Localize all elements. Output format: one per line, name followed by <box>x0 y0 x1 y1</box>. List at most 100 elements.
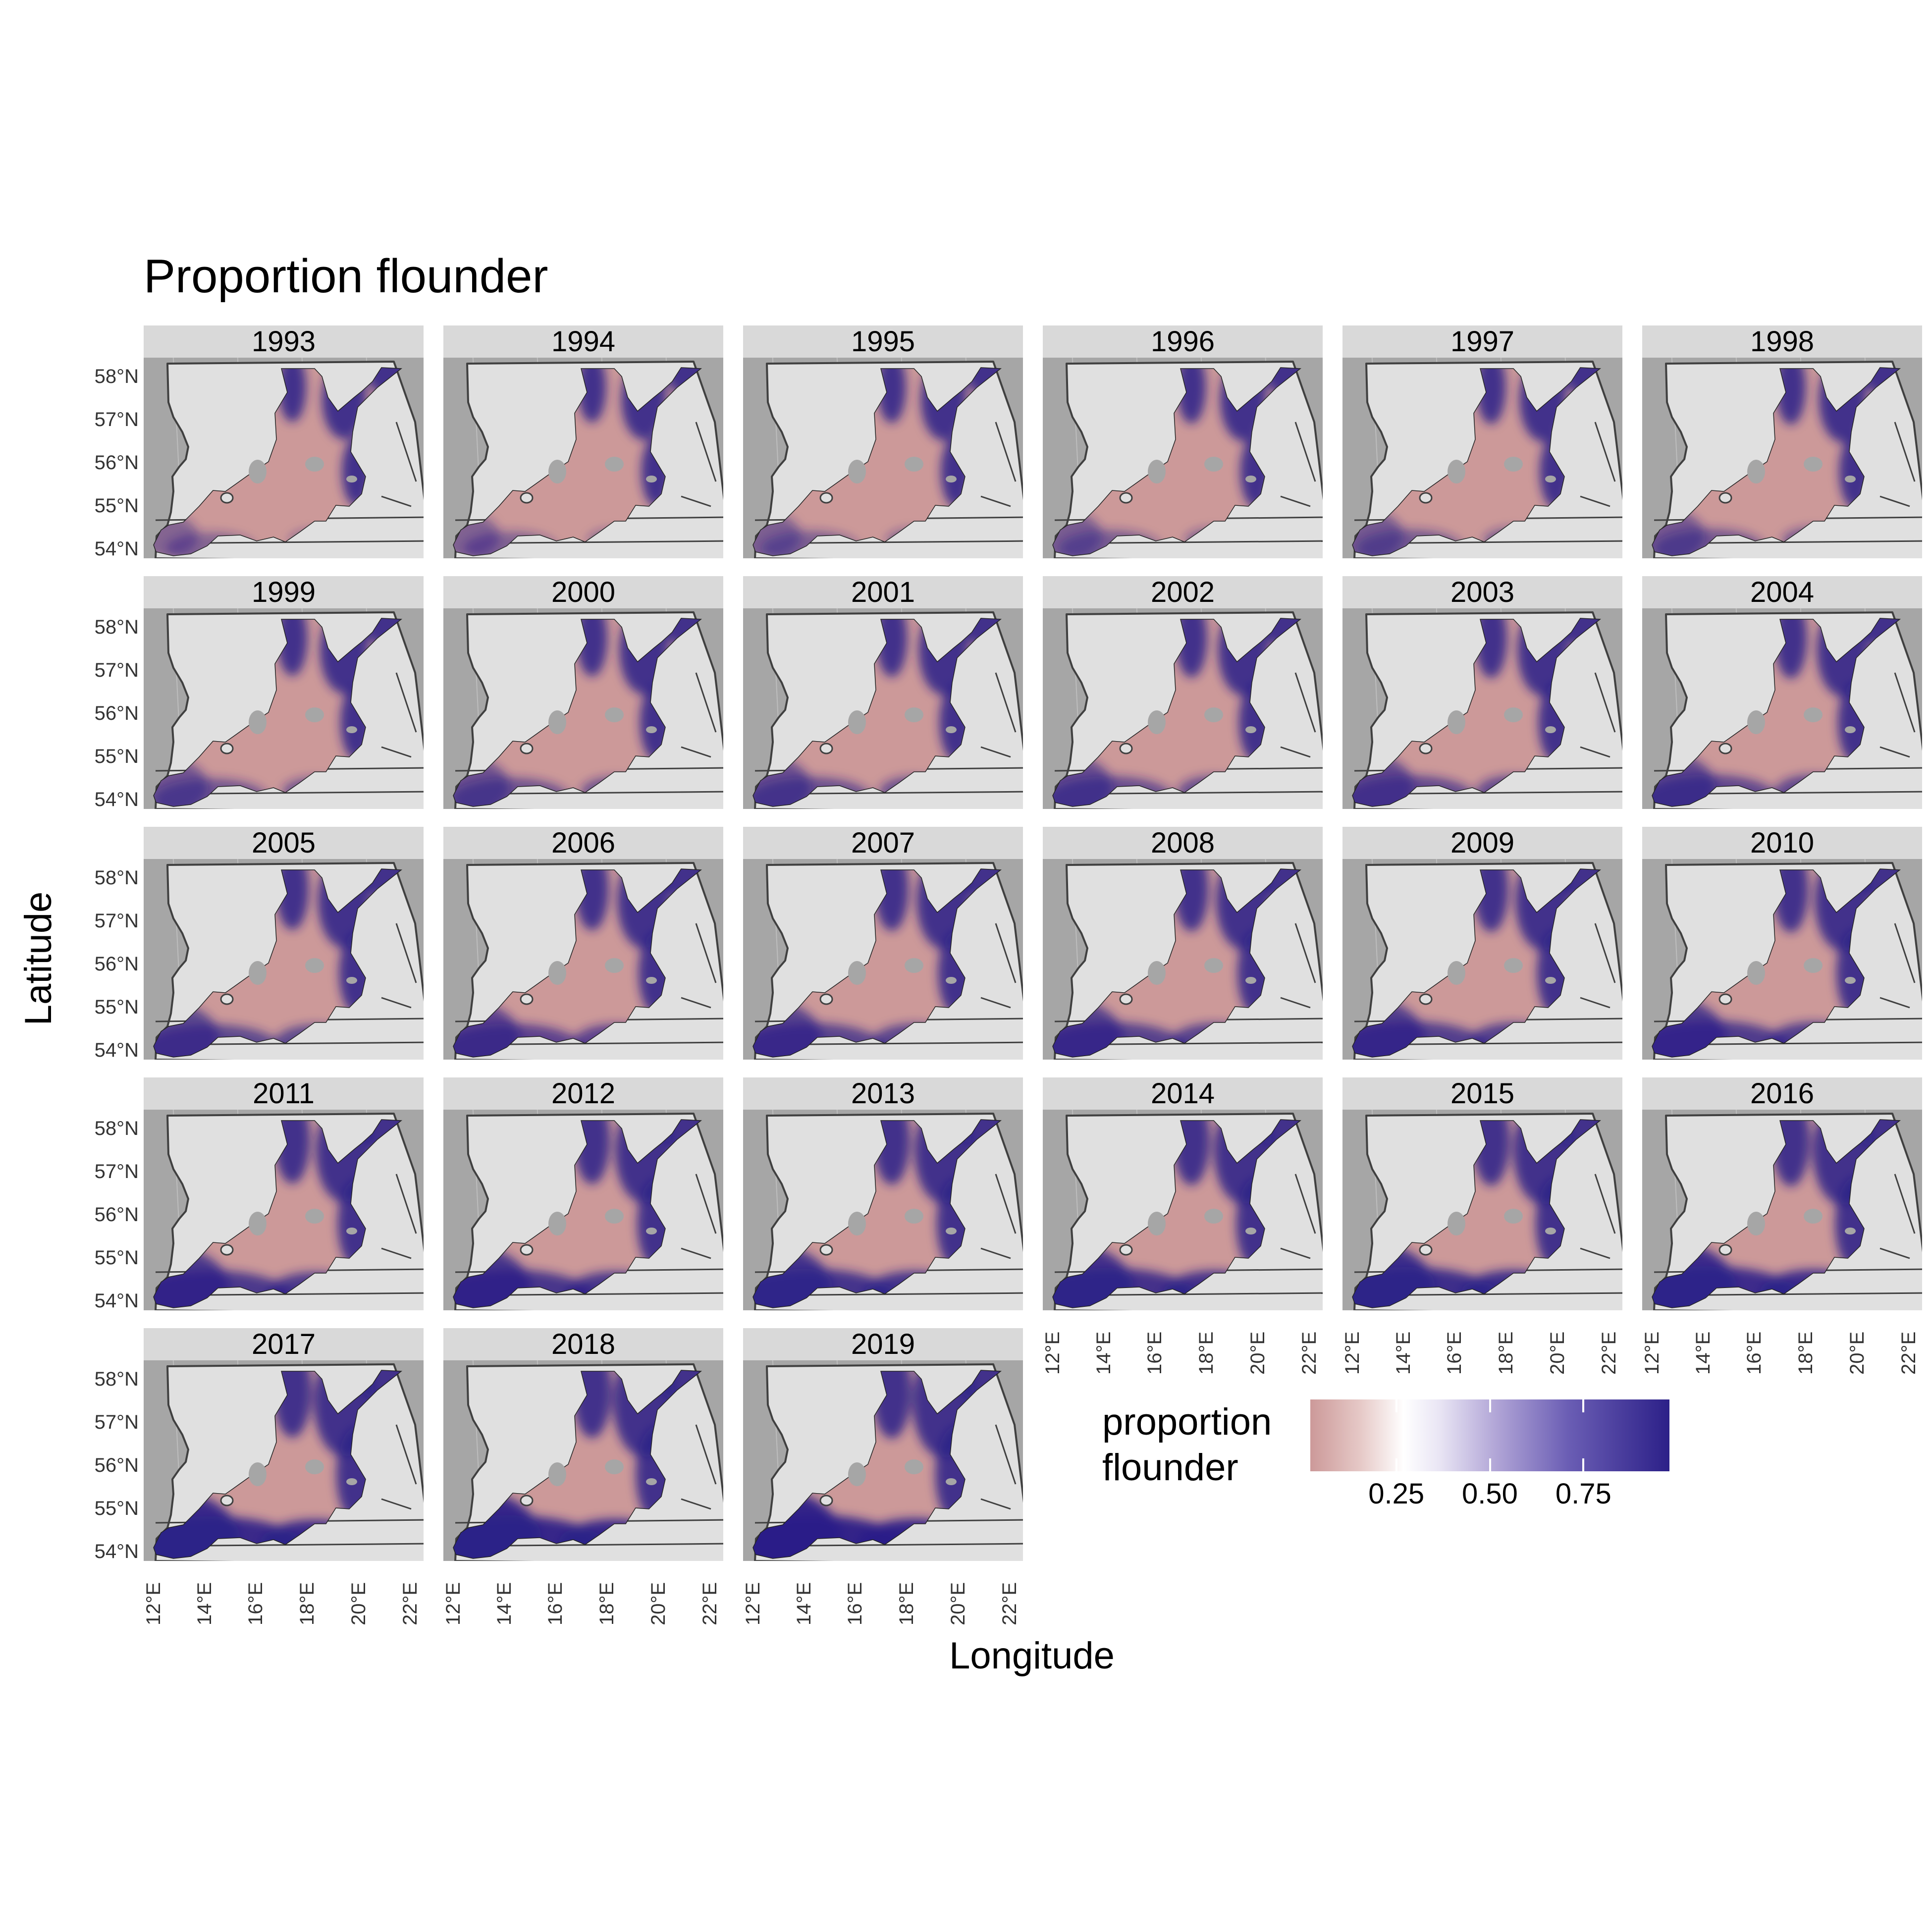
island <box>1204 958 1223 973</box>
sea-prediction-high <box>963 618 1001 648</box>
facet-1997: 1997 <box>1342 325 1622 558</box>
lat-tick-label: 54°N <box>94 538 139 560</box>
coastline <box>153 1119 403 1308</box>
boundary-line <box>1594 1174 1616 1234</box>
boundary-line <box>1879 1247 1910 1259</box>
boundary-line <box>1580 1247 1610 1259</box>
facet-2006: 2006 <box>443 827 723 1060</box>
legend-title: proportion flounder <box>1102 1399 1272 1491</box>
sea-prediction-high <box>1173 1120 1210 1185</box>
legend-tick-label: 0.50 <box>1462 1478 1518 1510</box>
sea-prediction-high <box>1260 869 1300 901</box>
boundary-line <box>1879 746 1910 758</box>
island <box>1204 1209 1223 1224</box>
map-panel <box>443 358 723 558</box>
island <box>905 707 923 722</box>
island <box>1804 457 1823 472</box>
plot-title: Proportion flounder <box>144 250 548 303</box>
lon-tick-label: 14°E <box>1093 1331 1115 1375</box>
sea-prediction-high <box>1861 618 1900 649</box>
boundary-line <box>1580 746 1610 758</box>
island <box>1747 460 1765 483</box>
boundary-line <box>695 422 717 482</box>
lat-tick-label: 56°N <box>94 1204 139 1226</box>
lat-tick-label: 56°N <box>94 702 139 724</box>
boundary-line <box>381 746 412 758</box>
island <box>249 710 267 734</box>
boundary-line <box>681 495 711 507</box>
sea-prediction-high <box>360 1120 401 1153</box>
facet-strip-label: 2018 <box>443 1328 723 1360</box>
island <box>848 961 866 985</box>
map-panel <box>1642 859 1922 1060</box>
boundary-line <box>1879 997 1910 1009</box>
map-panel <box>1642 1110 1922 1310</box>
y-axis-label: Latitude <box>17 891 59 1026</box>
sea-prediction-high <box>1773 869 1809 933</box>
lon-tick-label: 18°E <box>596 1582 618 1625</box>
coastline <box>453 618 702 807</box>
lat-tick-label: 56°N <box>94 452 139 474</box>
legend-tick-label: 0.25 <box>1368 1478 1425 1510</box>
island <box>1504 1209 1523 1224</box>
bornholm-island <box>819 492 833 504</box>
boundary-line <box>1280 1247 1311 1259</box>
island <box>1245 1228 1256 1234</box>
island <box>1448 1212 1465 1235</box>
lat-tick-label: 54°N <box>94 789 139 810</box>
island <box>346 1478 357 1485</box>
x-axis-label: Longitude <box>949 1635 1115 1677</box>
lon-tick-label: 22°E <box>1898 1331 1920 1375</box>
island <box>305 1459 324 1474</box>
boundary-line <box>381 1247 412 1259</box>
sea-prediction-high <box>1258 1120 1300 1153</box>
boundary-line <box>681 1498 711 1510</box>
boundary-line <box>681 746 711 758</box>
coastline <box>153 618 403 807</box>
boundary-line <box>695 1424 717 1485</box>
island <box>249 961 267 985</box>
coastline <box>752 618 1002 807</box>
facet-strip-label: 2007 <box>743 827 1023 859</box>
boundary-line <box>1280 746 1311 758</box>
facet-2005: 2005 58°N 57°N 56°N 55°N 54°N <box>95 827 424 1060</box>
lon-tick-label: 12°E <box>1342 1331 1363 1375</box>
lon-tick-label: 14°E <box>1692 1331 1714 1375</box>
map-panel <box>443 859 723 1060</box>
sea-prediction-high <box>1476 368 1506 425</box>
lat-tick-label: 58°N <box>94 1118 139 1139</box>
bornholm-island <box>819 743 833 754</box>
boundary-line <box>995 923 1017 983</box>
island <box>1245 977 1256 984</box>
island <box>848 460 866 483</box>
boundary-line <box>1294 923 1316 983</box>
island <box>946 1478 957 1485</box>
island <box>605 958 624 973</box>
facet-2010: 2010 <box>1642 827 1922 1060</box>
legend: proportion flounder 0.25 0.50 0.75 <box>1102 1399 1697 1593</box>
legend-tick-mark <box>1582 1399 1585 1471</box>
boundary-line <box>1294 1174 1316 1234</box>
island <box>346 726 357 733</box>
boundary-line <box>1294 422 1316 482</box>
island <box>548 710 566 734</box>
sea-prediction-high <box>961 869 1001 901</box>
boundary-line <box>995 672 1017 733</box>
map-panel <box>443 1110 723 1310</box>
facet-2012: 2012 <box>443 1077 723 1310</box>
sea-prediction-high <box>959 1120 1001 1153</box>
lon-tick-label: 18°E <box>1195 1331 1217 1375</box>
sea-prediction-high <box>1559 869 1600 901</box>
facet-2003: 2003 <box>1342 576 1622 809</box>
island <box>1448 710 1465 734</box>
lon-tick-label: 16°E <box>844 1582 866 1625</box>
island <box>646 1478 657 1485</box>
island <box>605 1459 624 1474</box>
boundary-line <box>381 997 412 1009</box>
island <box>946 476 957 483</box>
map-panel <box>144 1110 424 1310</box>
island <box>1448 460 1465 483</box>
island <box>249 460 267 483</box>
island <box>346 1228 357 1234</box>
boundary-line <box>695 672 717 733</box>
